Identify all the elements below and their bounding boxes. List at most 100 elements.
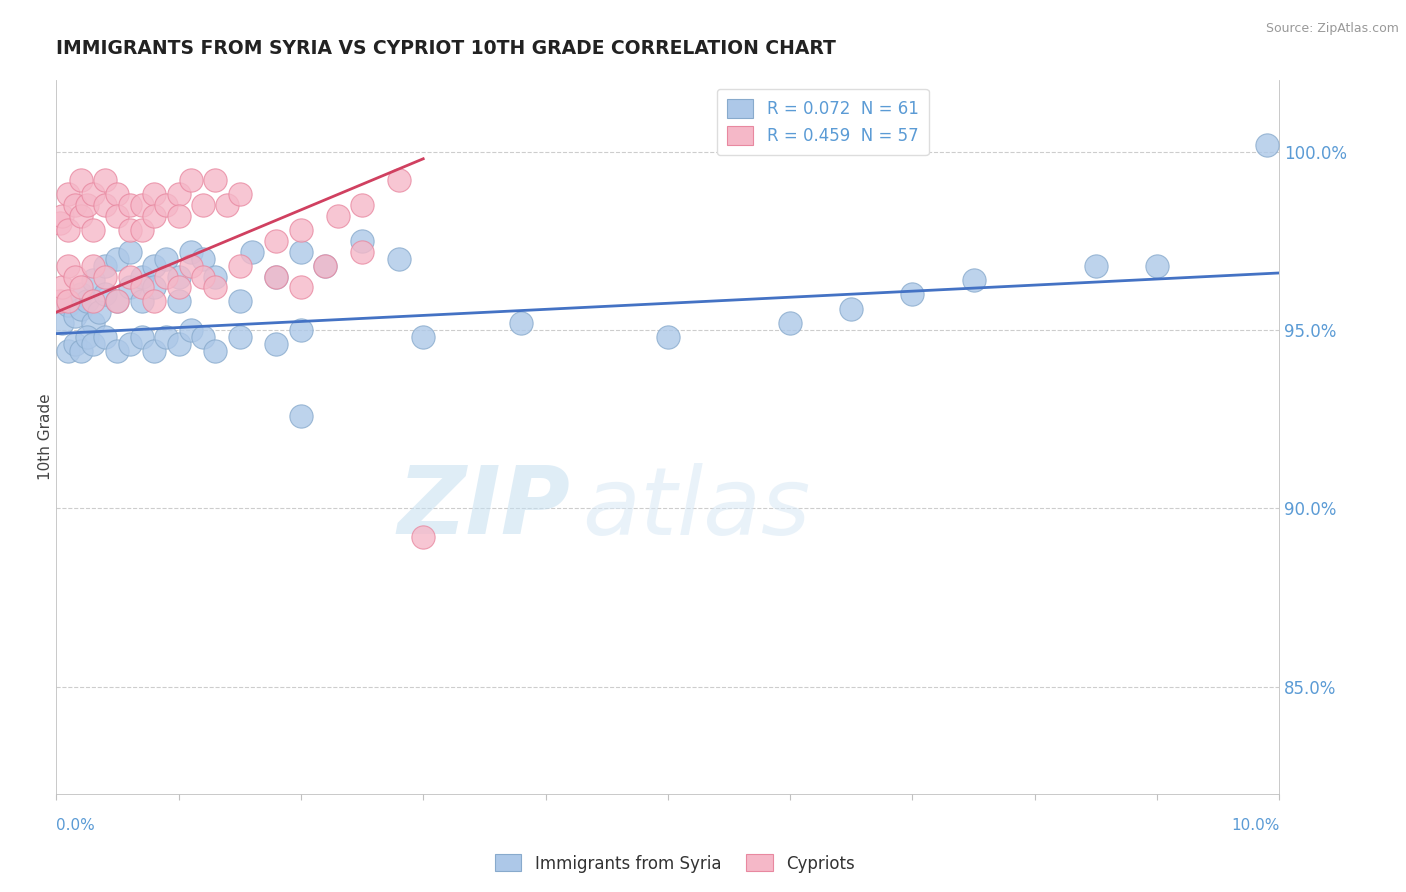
Point bbox=[82, 273, 104, 287]
Point bbox=[388, 173, 411, 187]
Point bbox=[204, 344, 226, 359]
Point bbox=[510, 316, 533, 330]
Point bbox=[228, 330, 252, 344]
Point bbox=[167, 187, 190, 202]
Point bbox=[155, 252, 177, 266]
Point bbox=[118, 280, 141, 294]
Point bbox=[94, 287, 117, 301]
Point bbox=[76, 198, 98, 212]
Text: atlas: atlas bbox=[582, 463, 810, 554]
Point bbox=[240, 244, 263, 259]
Point bbox=[94, 259, 117, 273]
Point bbox=[155, 198, 177, 212]
Point bbox=[82, 294, 104, 309]
Point bbox=[143, 344, 166, 359]
Point bbox=[1146, 259, 1168, 273]
Point bbox=[49, 294, 72, 309]
Point bbox=[63, 337, 86, 351]
Point bbox=[69, 173, 91, 187]
Point bbox=[191, 198, 214, 212]
Point bbox=[155, 269, 177, 284]
Point bbox=[228, 294, 252, 309]
Point bbox=[290, 280, 312, 294]
Point bbox=[167, 269, 190, 284]
Point bbox=[963, 273, 986, 287]
Point bbox=[107, 294, 129, 309]
Point bbox=[155, 330, 177, 344]
Point bbox=[290, 223, 312, 237]
Point bbox=[314, 259, 336, 273]
Text: Source: ZipAtlas.com: Source: ZipAtlas.com bbox=[1265, 22, 1399, 36]
Point bbox=[143, 187, 166, 202]
Point bbox=[314, 259, 336, 273]
Point bbox=[107, 187, 129, 202]
Point bbox=[388, 252, 411, 266]
Point bbox=[841, 301, 863, 316]
Point bbox=[326, 209, 349, 223]
Point bbox=[167, 294, 190, 309]
Point bbox=[204, 173, 226, 187]
Point bbox=[131, 198, 153, 212]
Point bbox=[58, 294, 80, 309]
Point bbox=[118, 223, 141, 237]
Y-axis label: 10th Grade: 10th Grade bbox=[38, 393, 52, 481]
Point bbox=[94, 173, 117, 187]
Point bbox=[118, 198, 141, 212]
Point bbox=[290, 409, 312, 423]
Point bbox=[180, 323, 202, 337]
Point bbox=[290, 323, 312, 337]
Point bbox=[266, 337, 288, 351]
Text: 0.0%: 0.0% bbox=[56, 818, 96, 832]
Point bbox=[82, 337, 104, 351]
Point bbox=[131, 330, 153, 344]
Point bbox=[69, 301, 91, 316]
Point bbox=[58, 187, 80, 202]
Point bbox=[107, 209, 129, 223]
Point bbox=[266, 234, 288, 248]
Text: 10.0%: 10.0% bbox=[1232, 818, 1279, 832]
Point bbox=[107, 252, 129, 266]
Point bbox=[412, 530, 434, 544]
Point bbox=[191, 330, 214, 344]
Text: ZIP: ZIP bbox=[396, 462, 569, 555]
Point bbox=[76, 294, 98, 309]
Point bbox=[82, 316, 104, 330]
Point bbox=[94, 330, 117, 344]
Point bbox=[118, 269, 141, 284]
Point bbox=[94, 269, 117, 284]
Text: IMMIGRANTS FROM SYRIA VS CYPRIOT 10TH GRADE CORRELATION CHART: IMMIGRANTS FROM SYRIA VS CYPRIOT 10TH GR… bbox=[56, 39, 837, 58]
Point bbox=[180, 173, 202, 187]
Point bbox=[118, 244, 141, 259]
Point bbox=[1256, 137, 1278, 152]
Point bbox=[69, 209, 91, 223]
Point bbox=[58, 344, 80, 359]
Point bbox=[204, 280, 226, 294]
Point bbox=[131, 294, 153, 309]
Point bbox=[779, 316, 801, 330]
Point bbox=[58, 223, 80, 237]
Point bbox=[143, 259, 166, 273]
Legend: R = 0.072  N = 61, R = 0.459  N = 57: R = 0.072 N = 61, R = 0.459 N = 57 bbox=[717, 88, 928, 155]
Point bbox=[352, 234, 374, 248]
Point bbox=[131, 223, 153, 237]
Point bbox=[191, 269, 214, 284]
Point bbox=[228, 259, 252, 273]
Point bbox=[412, 330, 434, 344]
Point bbox=[352, 244, 374, 259]
Point bbox=[76, 330, 98, 344]
Point bbox=[58, 259, 80, 273]
Point bbox=[266, 269, 288, 284]
Point bbox=[167, 337, 190, 351]
Point bbox=[657, 330, 679, 344]
Point bbox=[131, 280, 153, 294]
Point bbox=[228, 187, 252, 202]
Point bbox=[118, 337, 141, 351]
Point bbox=[69, 280, 91, 294]
Point bbox=[63, 198, 86, 212]
Point bbox=[107, 344, 129, 359]
Point bbox=[191, 252, 214, 266]
Point bbox=[290, 244, 312, 259]
Point bbox=[51, 209, 73, 223]
Point bbox=[131, 269, 153, 284]
Point bbox=[180, 244, 202, 259]
